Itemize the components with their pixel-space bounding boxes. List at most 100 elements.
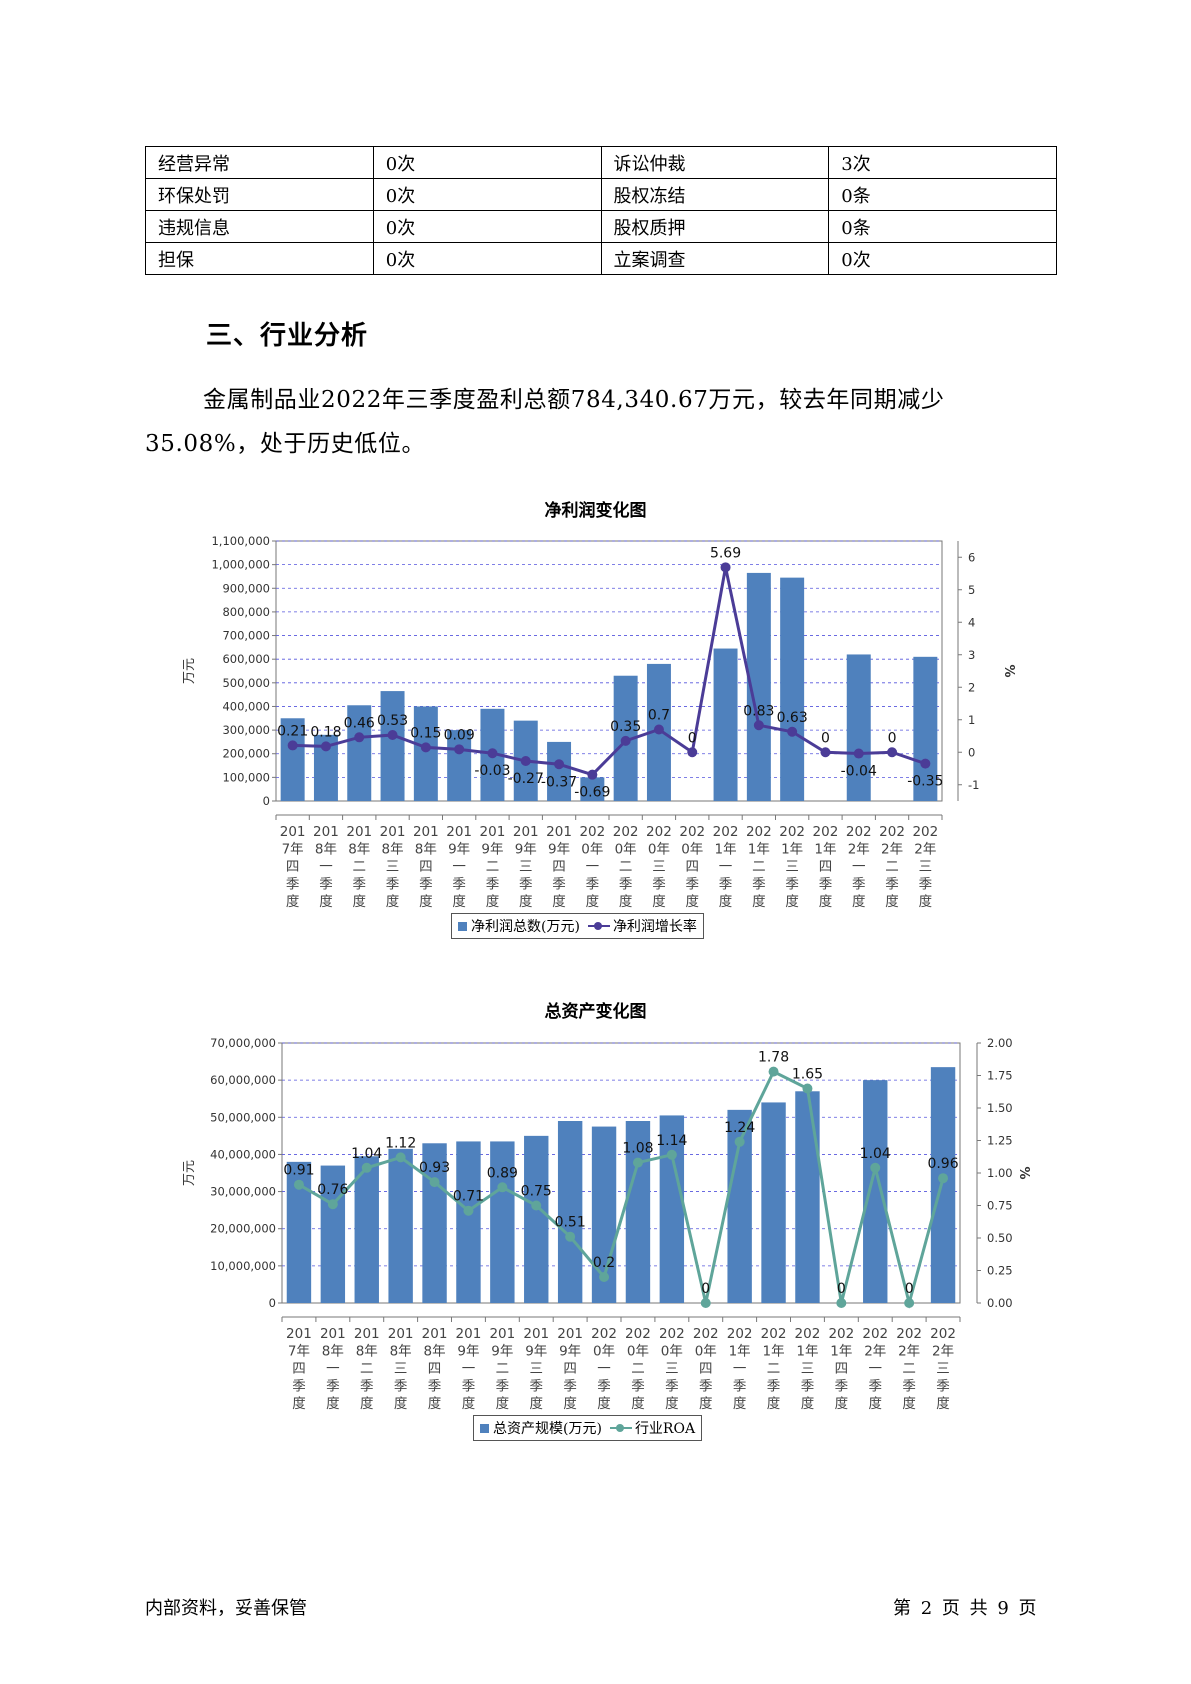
bar-legend-swatch [480,1423,489,1433]
data-point [920,758,931,769]
x-tick-label: 0年 [593,1344,615,1360]
data-point [420,742,431,753]
data-point [327,1199,338,1210]
x-tick-label: 度 [885,894,899,910]
risk-table-row: 担保 0次 立案调查 0次 [145,242,1057,275]
data-label: 0.7 [648,708,670,724]
risk-item-value: 0次 [372,210,602,243]
y2-tick-label: 2 [968,680,975,694]
x-tick-label: 一 [869,1361,883,1377]
data-label: 0.51 [555,1215,586,1231]
x-tick-label: 8年 [315,842,337,858]
x-tick-label: 度 [835,1396,849,1412]
x-tick-label: 0年 [661,1344,683,1360]
x-tick-label: 季 [386,877,400,893]
data-label: 5.69 [710,545,741,561]
x-tick-label: 201 [280,824,306,840]
x-tick-label: 9年 [448,842,470,858]
x-tick-label: 季 [752,877,766,893]
x-tick-label: 二 [885,859,899,875]
data-point [768,1066,779,1077]
data-point [870,1162,881,1173]
x-tick-label: 202 [625,1326,651,1342]
x-tick-label: 7年 [282,842,304,858]
y-tick-label: 500,000 [222,676,270,690]
y2-tick-label: 0.25 [987,1264,1013,1278]
x-tick-label: 202 [846,824,872,840]
y-axis-label: 万元 [182,1160,197,1186]
y2-tick-label: 5 [968,583,975,597]
chart-title-total-assets: 总资产变化图 [544,1002,647,1022]
y2-tick-label: 1.25 [987,1134,1013,1148]
data-label: 0.93 [419,1160,450,1176]
risk-item-value: 0次 [372,146,602,179]
x-tick-label: 一 [462,1361,476,1377]
x-tick-label: 201 [413,824,439,840]
x-tick-label: 四 [292,1361,306,1377]
data-bar [547,741,572,801]
x-tick-label: 度 [496,1396,510,1412]
y-tick-label: 1,100,000 [211,534,270,548]
x-tick-label: 四 [286,859,300,875]
x-tick-label: 8年 [322,1344,344,1360]
y-tick-label: 40,000,000 [210,1147,276,1161]
data-label: 0.2 [593,1255,615,1271]
y2-tick-label: 0.00 [987,1296,1013,1310]
x-tick-label: 季 [733,1379,747,1395]
data-point [620,735,631,746]
x-tick-label: 201 [346,824,372,840]
x-tick-label: 度 [665,1396,679,1412]
x-tick-label: 度 [733,1396,747,1412]
x-tick-label: 度 [631,1396,645,1412]
data-label: 1.04 [860,1146,891,1162]
x-tick-label: 度 [801,1396,815,1412]
x-tick-label: 2年 [932,1344,954,1360]
x-tick-label: 季 [936,1379,950,1395]
y-tick-label: 600,000 [222,652,270,666]
x-tick-label: 201 [446,824,472,840]
risk-item-value: 3次 [828,146,1057,179]
y2-tick-label: -1 [968,778,979,792]
risk-item-value: 0条 [828,178,1057,211]
data-point [293,1179,304,1190]
y-tick-label: 300,000 [222,723,270,737]
data-bar [354,1156,379,1303]
data-bar [524,1135,549,1303]
x-tick-label: 度 [819,894,833,910]
x-tick-label: 202 [659,1326,685,1342]
data-point [700,1298,711,1308]
legend-bar-label: 净利润总数(万元) [471,919,580,935]
y-tick-label: 800,000 [222,605,270,619]
x-tick-label: 一 [452,859,466,875]
data-label: 0 [688,730,697,746]
y2-tick-label: 3 [968,648,975,662]
x-tick-label: 三 [801,1361,815,1377]
x-tick-label: 季 [699,1379,713,1395]
data-point [787,726,798,737]
x-tick-label: 度 [530,1396,544,1412]
x-tick-label: 202 [693,1326,719,1342]
x-tick-label: 8年 [356,1344,378,1360]
risk-item-label: 违规信息 [145,210,374,243]
data-label: 1.14 [656,1133,687,1149]
x-tick-label: 二 [902,1361,916,1377]
data-bar [795,1091,820,1303]
x-tick-label: 二 [767,1361,781,1377]
x-tick-label: 度 [686,894,700,910]
x-tick-label: 0年 [648,842,670,858]
x-tick-label: 0年 [681,842,703,858]
y-tick-label: 700,000 [222,629,270,643]
x-tick-label: 季 [360,1379,374,1395]
chart-title-net-profit: 净利润变化图 [544,501,647,521]
data-point [497,1182,508,1193]
data-bar [388,1148,413,1303]
x-tick-label: 二 [752,859,766,875]
x-tick-label: 201 [523,1326,549,1342]
data-point [387,730,398,741]
y2-tick-label: 0.75 [987,1199,1013,1213]
x-tick-label: 8年 [348,842,370,858]
x-tick-label: 季 [326,1379,340,1395]
y-axis-label: 万元 [182,658,197,684]
y-tick-label: 0 [263,794,270,808]
